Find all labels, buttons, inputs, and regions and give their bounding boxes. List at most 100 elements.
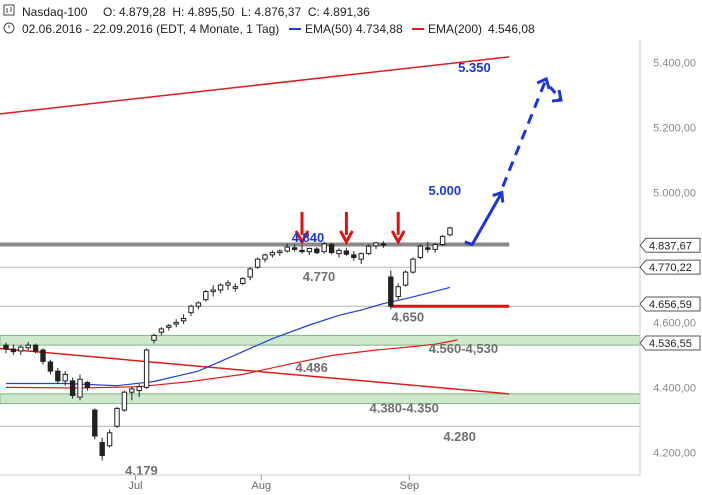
x-tick-label: Sep: [400, 480, 420, 492]
candle-body: [106, 432, 113, 447]
candle-body: [77, 378, 83, 398]
support-zone-1: [0, 334, 641, 346]
annotation-9: 5.000: [429, 183, 462, 198]
projection-arrowhead-2: [536, 76, 551, 90]
candle-body: [158, 328, 165, 333]
y-tick-label: 5.000,00: [653, 188, 696, 200]
candle-body: [166, 325, 172, 328]
x-tick-label: Aug: [252, 480, 272, 492]
instrument-label: Nasdaq-100: [22, 5, 88, 19]
ohlc-readout: O: 4.879,28 H: 4.895,50 L: 4.876,37 C: 4…: [103, 5, 370, 19]
candle-body: [151, 334, 157, 341]
ema200-legend-value: 4.546,08: [488, 22, 535, 36]
plot-area: 4.840 4.770 4.650 4.486 4.560-4,530 4.380-4.3…: [0, 40, 701, 492]
candle-body: [10, 348, 17, 353]
chart-type-icon: [3, 4, 15, 16]
candle-body: [277, 250, 283, 254]
y-tick-label: 4.400,00: [653, 382, 696, 394]
candle-body: [232, 286, 239, 289]
candle-body: [254, 258, 261, 268]
candle-body: [380, 243, 387, 246]
price-tag-box-3: [639, 296, 701, 312]
down-arrow-head-1: [294, 230, 310, 246]
candle-body: [299, 249, 305, 253]
candle-body: [136, 386, 142, 392]
candle-body: [188, 305, 194, 314]
candle-body: [195, 302, 202, 307]
ema200-legend-label: EMA(200): [428, 22, 482, 36]
resistance-line-1: [0, 56, 510, 115]
price-tag-box-1: [639, 237, 701, 253]
candle-body: [336, 249, 342, 255]
candle-body: [321, 243, 327, 253]
candle-body: [18, 346, 24, 352]
ema200-line: [5, 339, 458, 389]
candle-body: [447, 227, 453, 236]
candle-body: [417, 245, 424, 259]
annotation-5: 4.560-4,530: [429, 341, 498, 356]
candle-body: [114, 407, 120, 427]
candle-body: [210, 289, 216, 293]
support-line-2: [0, 347, 510, 395]
candle-body: [439, 235, 446, 246]
candle-body: [358, 253, 364, 260]
y-tick-label: 5.200,00: [653, 123, 696, 135]
annotation-8: 4.179: [125, 463, 158, 478]
candle-body: [402, 271, 409, 286]
candle-body: [62, 373, 68, 382]
annotation-7: 4.280: [443, 429, 476, 444]
candle-body: [425, 247, 431, 250]
candle-body: [84, 381, 91, 388]
candle-body: [92, 409, 98, 437]
price-tag-box-2: [639, 259, 701, 275]
price-tag-3: 4.656,59: [649, 299, 692, 311]
annotation-2: 4.770: [303, 269, 336, 284]
candle-body: [225, 282, 231, 286]
y-tick-label: 4.600,00: [653, 317, 696, 329]
projection-up-1: [464, 191, 504, 247]
candle-body: [291, 247, 298, 250]
candle-body: [129, 388, 135, 393]
candle-body: [25, 344, 31, 349]
annotation-10: 5.350: [458, 60, 491, 75]
clock-icon: [3, 22, 15, 34]
candle-body: [432, 244, 438, 250]
annotation-4: 4.486: [295, 360, 328, 375]
candle-body: [247, 268, 253, 278]
projection-arrowhead-1: [492, 190, 505, 203]
candle-body: [55, 370, 61, 382]
price-tag-2: 4.770,22: [649, 262, 692, 274]
ema50-legend-label: EMA(50): [305, 22, 352, 36]
price-tag-1: 4.837,67: [649, 240, 692, 252]
down-arrow-head-2: [339, 230, 354, 246]
projection-up-2: [501, 78, 548, 188]
candle-body: [284, 246, 290, 252]
y-tick-label: 5.400,00: [653, 58, 696, 70]
candle-body: [69, 380, 76, 396]
candle-body: [47, 361, 54, 372]
candle-body: [328, 244, 335, 254]
x-tick-label: Jul: [128, 480, 142, 492]
candle-body: [99, 442, 105, 457]
candle-body: [343, 250, 350, 255]
ema50-legend-value: 4.734,88: [356, 22, 403, 36]
ema50-line: [6, 286, 451, 387]
support-zone-2: [0, 393, 641, 405]
candle-body: [180, 318, 187, 322]
price-tag-box-4: [639, 335, 701, 351]
candle-body: [32, 344, 39, 352]
candle-body: [262, 254, 268, 260]
annotation-1: 4.840: [292, 230, 325, 245]
candle-body: [365, 245, 372, 255]
candle-body: [388, 276, 394, 307]
chart-header: Nasdaq-100 O: 4.879,28 H: 4.895,50 L: 4.…: [3, 4, 535, 36]
candle-body: [314, 248, 320, 254]
candle-body: [306, 247, 313, 253]
candle-body: [217, 284, 224, 291]
y-tick-label: 4.200,00: [653, 447, 696, 459]
candle-body: [240, 278, 246, 284]
candle-body: [351, 254, 357, 258]
date-range: 02.06.2016 - 22.09.2016 (EDT, 4 Monate, …: [22, 22, 279, 36]
candle-body: [410, 258, 416, 273]
